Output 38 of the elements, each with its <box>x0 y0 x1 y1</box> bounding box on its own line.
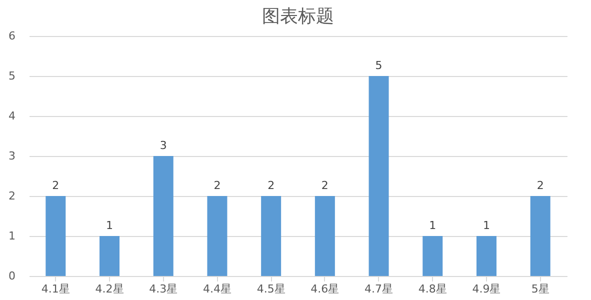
y-tick-label: 5 <box>8 70 16 82</box>
y-tick-label: 1 <box>8 230 16 242</box>
y-tick-label: 2 <box>8 190 16 202</box>
bar <box>207 196 228 276</box>
x-tick-label: 4.8星 <box>418 282 447 296</box>
data-label: 2 <box>214 179 221 192</box>
bar <box>368 76 389 276</box>
data-label: 1 <box>429 219 436 232</box>
bar <box>314 196 335 276</box>
data-label: 3 <box>160 139 167 152</box>
bar <box>261 196 282 276</box>
data-label: 2 <box>268 179 275 192</box>
bar <box>530 196 550 276</box>
x-tick-label: 4.1星 <box>41 282 70 296</box>
x-tick-label: 4.6星 <box>310 282 340 296</box>
x-tick-label: 5星 <box>531 282 550 296</box>
x-tick-label: 4.7星 <box>364 282 394 296</box>
data-label: 1 <box>106 219 114 232</box>
y-tick-label: 3 <box>8 150 16 162</box>
x-tick-label: 4.2星 <box>95 282 124 296</box>
data-label: 2 <box>321 179 328 192</box>
bar <box>46 196 66 276</box>
y-tick-label: 6 <box>8 30 16 42</box>
bar <box>153 156 174 276</box>
x-tick-label: 4.5星 <box>256 282 286 296</box>
bar <box>100 236 120 276</box>
bar <box>476 236 496 276</box>
data-label: 5 <box>375 59 382 72</box>
y-tick-label: 0 <box>8 270 16 282</box>
x-tick-label: 4.9星 <box>472 282 501 296</box>
bar <box>422 236 443 276</box>
chart-title: 图表标题 <box>262 6 334 27</box>
y-tick-label: 4 <box>8 110 16 122</box>
x-tick-label: 4.3星 <box>149 282 178 296</box>
data-label: 2 <box>52 179 60 192</box>
data-label: 2 <box>536 179 544 192</box>
x-tick-label: 4.4星 <box>202 282 232 296</box>
data-label: 1 <box>482 219 490 232</box>
